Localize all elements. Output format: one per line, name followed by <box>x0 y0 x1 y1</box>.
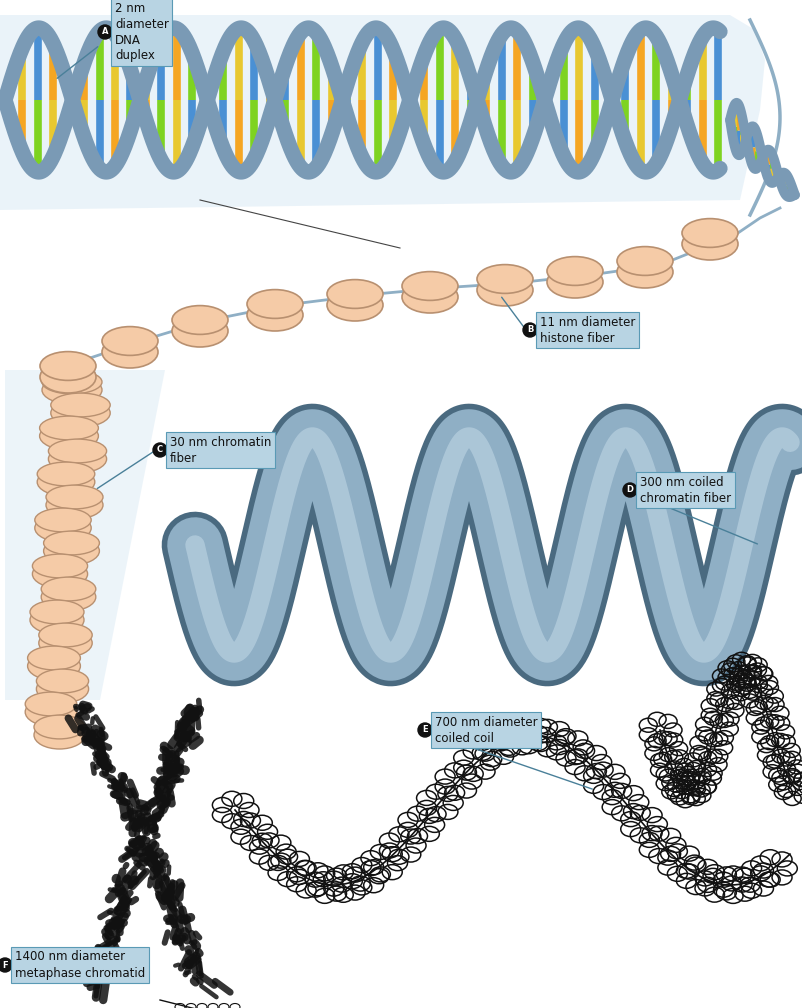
Ellipse shape <box>41 583 95 611</box>
Ellipse shape <box>36 669 88 692</box>
Ellipse shape <box>30 606 84 634</box>
Text: C: C <box>156 446 163 455</box>
Ellipse shape <box>38 623 92 647</box>
Circle shape <box>418 723 431 737</box>
Text: E: E <box>422 726 427 735</box>
Ellipse shape <box>247 289 302 319</box>
Circle shape <box>0 958 12 972</box>
Ellipse shape <box>402 281 457 313</box>
Ellipse shape <box>51 393 110 417</box>
Text: D: D <box>626 486 633 495</box>
Ellipse shape <box>37 462 95 486</box>
Ellipse shape <box>39 422 99 450</box>
Ellipse shape <box>37 468 95 496</box>
Text: F: F <box>2 961 8 970</box>
Ellipse shape <box>27 646 80 670</box>
Ellipse shape <box>172 314 228 347</box>
Circle shape <box>153 443 167 457</box>
Polygon shape <box>5 370 164 700</box>
Ellipse shape <box>46 491 103 519</box>
Text: 1400 nm diameter
metaphase chromatid: 1400 nm diameter metaphase chromatid <box>15 951 145 980</box>
Text: 11 nm diameter
histone fiber: 11 nm diameter histone fiber <box>539 316 634 345</box>
Ellipse shape <box>32 560 87 588</box>
Text: 30 nm chromatin
fiber: 30 nm chromatin fiber <box>170 435 271 465</box>
Ellipse shape <box>34 508 91 532</box>
Ellipse shape <box>32 554 87 578</box>
Ellipse shape <box>546 257 602 285</box>
Ellipse shape <box>48 445 107 473</box>
Ellipse shape <box>681 219 737 247</box>
Polygon shape <box>0 15 764 210</box>
Ellipse shape <box>40 352 96 380</box>
Ellipse shape <box>39 416 99 439</box>
Ellipse shape <box>42 376 102 404</box>
Ellipse shape <box>616 247 672 275</box>
Ellipse shape <box>46 485 103 509</box>
Circle shape <box>522 323 537 337</box>
Ellipse shape <box>402 271 457 300</box>
Text: 700 nm diameter
coiled coil: 700 nm diameter coiled coil <box>435 716 537 745</box>
Circle shape <box>622 483 636 497</box>
Ellipse shape <box>34 721 85 749</box>
Ellipse shape <box>48 439 107 463</box>
Ellipse shape <box>34 715 85 739</box>
Ellipse shape <box>616 256 672 288</box>
Text: A: A <box>102 27 108 36</box>
Ellipse shape <box>43 531 99 554</box>
Ellipse shape <box>40 361 96 393</box>
Ellipse shape <box>681 228 737 260</box>
Text: B: B <box>526 326 533 335</box>
Ellipse shape <box>25 692 77 716</box>
Ellipse shape <box>326 289 383 321</box>
Ellipse shape <box>326 279 383 308</box>
Text: 2 nm
diameter
DNA
duplex: 2 nm diameter DNA duplex <box>115 1 168 62</box>
Ellipse shape <box>25 698 77 726</box>
Ellipse shape <box>172 305 228 335</box>
Ellipse shape <box>51 399 110 427</box>
Ellipse shape <box>38 629 92 657</box>
Ellipse shape <box>247 299 302 331</box>
Circle shape <box>98 25 111 39</box>
Ellipse shape <box>546 266 602 298</box>
Ellipse shape <box>476 274 533 306</box>
Ellipse shape <box>102 336 158 368</box>
Ellipse shape <box>41 578 95 601</box>
Ellipse shape <box>43 537 99 565</box>
Ellipse shape <box>30 600 84 624</box>
Text: 300 nm coiled
chromatin fiber: 300 nm coiled chromatin fiber <box>639 476 730 504</box>
Ellipse shape <box>42 370 102 394</box>
Ellipse shape <box>27 652 80 680</box>
Ellipse shape <box>102 327 158 356</box>
Ellipse shape <box>36 675 88 703</box>
Ellipse shape <box>34 514 91 542</box>
Ellipse shape <box>476 264 533 293</box>
